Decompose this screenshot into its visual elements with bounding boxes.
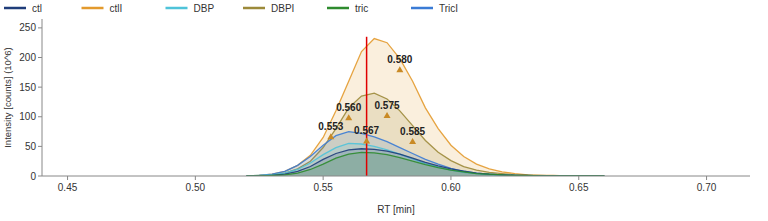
y-tick xyxy=(38,87,42,88)
legend: ctl ctlI DBP DBPI tric TricI xyxy=(4,3,458,14)
series-line xyxy=(246,152,604,176)
area-fill xyxy=(246,149,604,176)
series-line xyxy=(246,132,604,176)
x-tick xyxy=(323,176,324,180)
y-tick-label: 100 xyxy=(19,111,36,122)
legend-label: tric xyxy=(355,3,368,14)
series-line xyxy=(246,149,604,176)
chart: 0.580 0.560 0.575 0.553 0.567 0.585 0.45 0.50 0.… xyxy=(0,0,768,221)
area-fill xyxy=(246,152,604,176)
legend-swatch xyxy=(166,7,188,10)
legend-label: ctlI xyxy=(110,3,123,14)
peak-marker xyxy=(327,133,334,139)
x-tick-label: 0.65 xyxy=(569,182,589,193)
plot-area xyxy=(246,37,604,176)
x-tick xyxy=(195,176,196,180)
series-line xyxy=(246,93,604,176)
legend-swatch xyxy=(243,7,265,10)
x-axis xyxy=(42,176,750,177)
cursor-line xyxy=(366,37,368,176)
y-axis-label: Intensity [counts] (10^6) xyxy=(2,47,13,148)
annotation-label: 0.575 xyxy=(375,100,400,111)
x-axis-label: RT [min] xyxy=(377,204,415,215)
annotation-label: 0.567 xyxy=(354,125,379,136)
x-tick-label: 0.55 xyxy=(313,182,333,193)
x-tick-label: 0.50 xyxy=(186,182,206,193)
x-tick xyxy=(578,176,579,180)
y-tick-label: 200 xyxy=(19,52,36,63)
y-tick-label: 50 xyxy=(25,141,37,152)
peak-marker xyxy=(409,138,416,144)
annotation-label: 0.560 xyxy=(336,102,361,113)
legend-label: DBPI xyxy=(271,3,294,14)
annotation-label: 0.585 xyxy=(400,126,425,137)
peak-marker xyxy=(384,112,391,118)
peak-marker xyxy=(363,137,370,143)
legend-label: DBP xyxy=(194,3,215,14)
x-tick-label: 0.70 xyxy=(697,182,717,193)
legend-label: ctl xyxy=(32,3,42,14)
area-fill xyxy=(246,39,604,176)
y-tick xyxy=(38,57,42,58)
y-tick-label: 150 xyxy=(19,82,36,93)
area-fill xyxy=(246,93,604,176)
peak-marker xyxy=(396,66,403,72)
x-tick xyxy=(450,176,451,180)
series-line xyxy=(246,143,604,176)
legend-swatch xyxy=(411,7,433,10)
x-tick-label: 0.45 xyxy=(58,182,78,193)
area-fill xyxy=(246,143,604,176)
peak-marker xyxy=(345,114,352,120)
legend-swatch xyxy=(327,7,349,10)
annotation-label: 0.580 xyxy=(387,54,412,65)
y-tick xyxy=(38,176,42,177)
x-tick xyxy=(67,176,68,180)
y-tick xyxy=(38,27,42,28)
x-tick xyxy=(706,176,707,180)
x-tick-label: 0.60 xyxy=(441,182,461,193)
legend-label: TricI xyxy=(439,3,458,14)
series-line xyxy=(246,39,604,176)
y-tick xyxy=(38,146,42,147)
y-tick-label: 250 xyxy=(19,22,36,33)
y-axis xyxy=(42,19,43,176)
y-tick-label: 0 xyxy=(30,171,36,182)
area-fill xyxy=(246,132,604,176)
legend-swatch xyxy=(82,7,104,10)
annotation-label: 0.553 xyxy=(318,121,343,132)
y-tick xyxy=(38,116,42,117)
legend-swatch xyxy=(4,7,26,10)
